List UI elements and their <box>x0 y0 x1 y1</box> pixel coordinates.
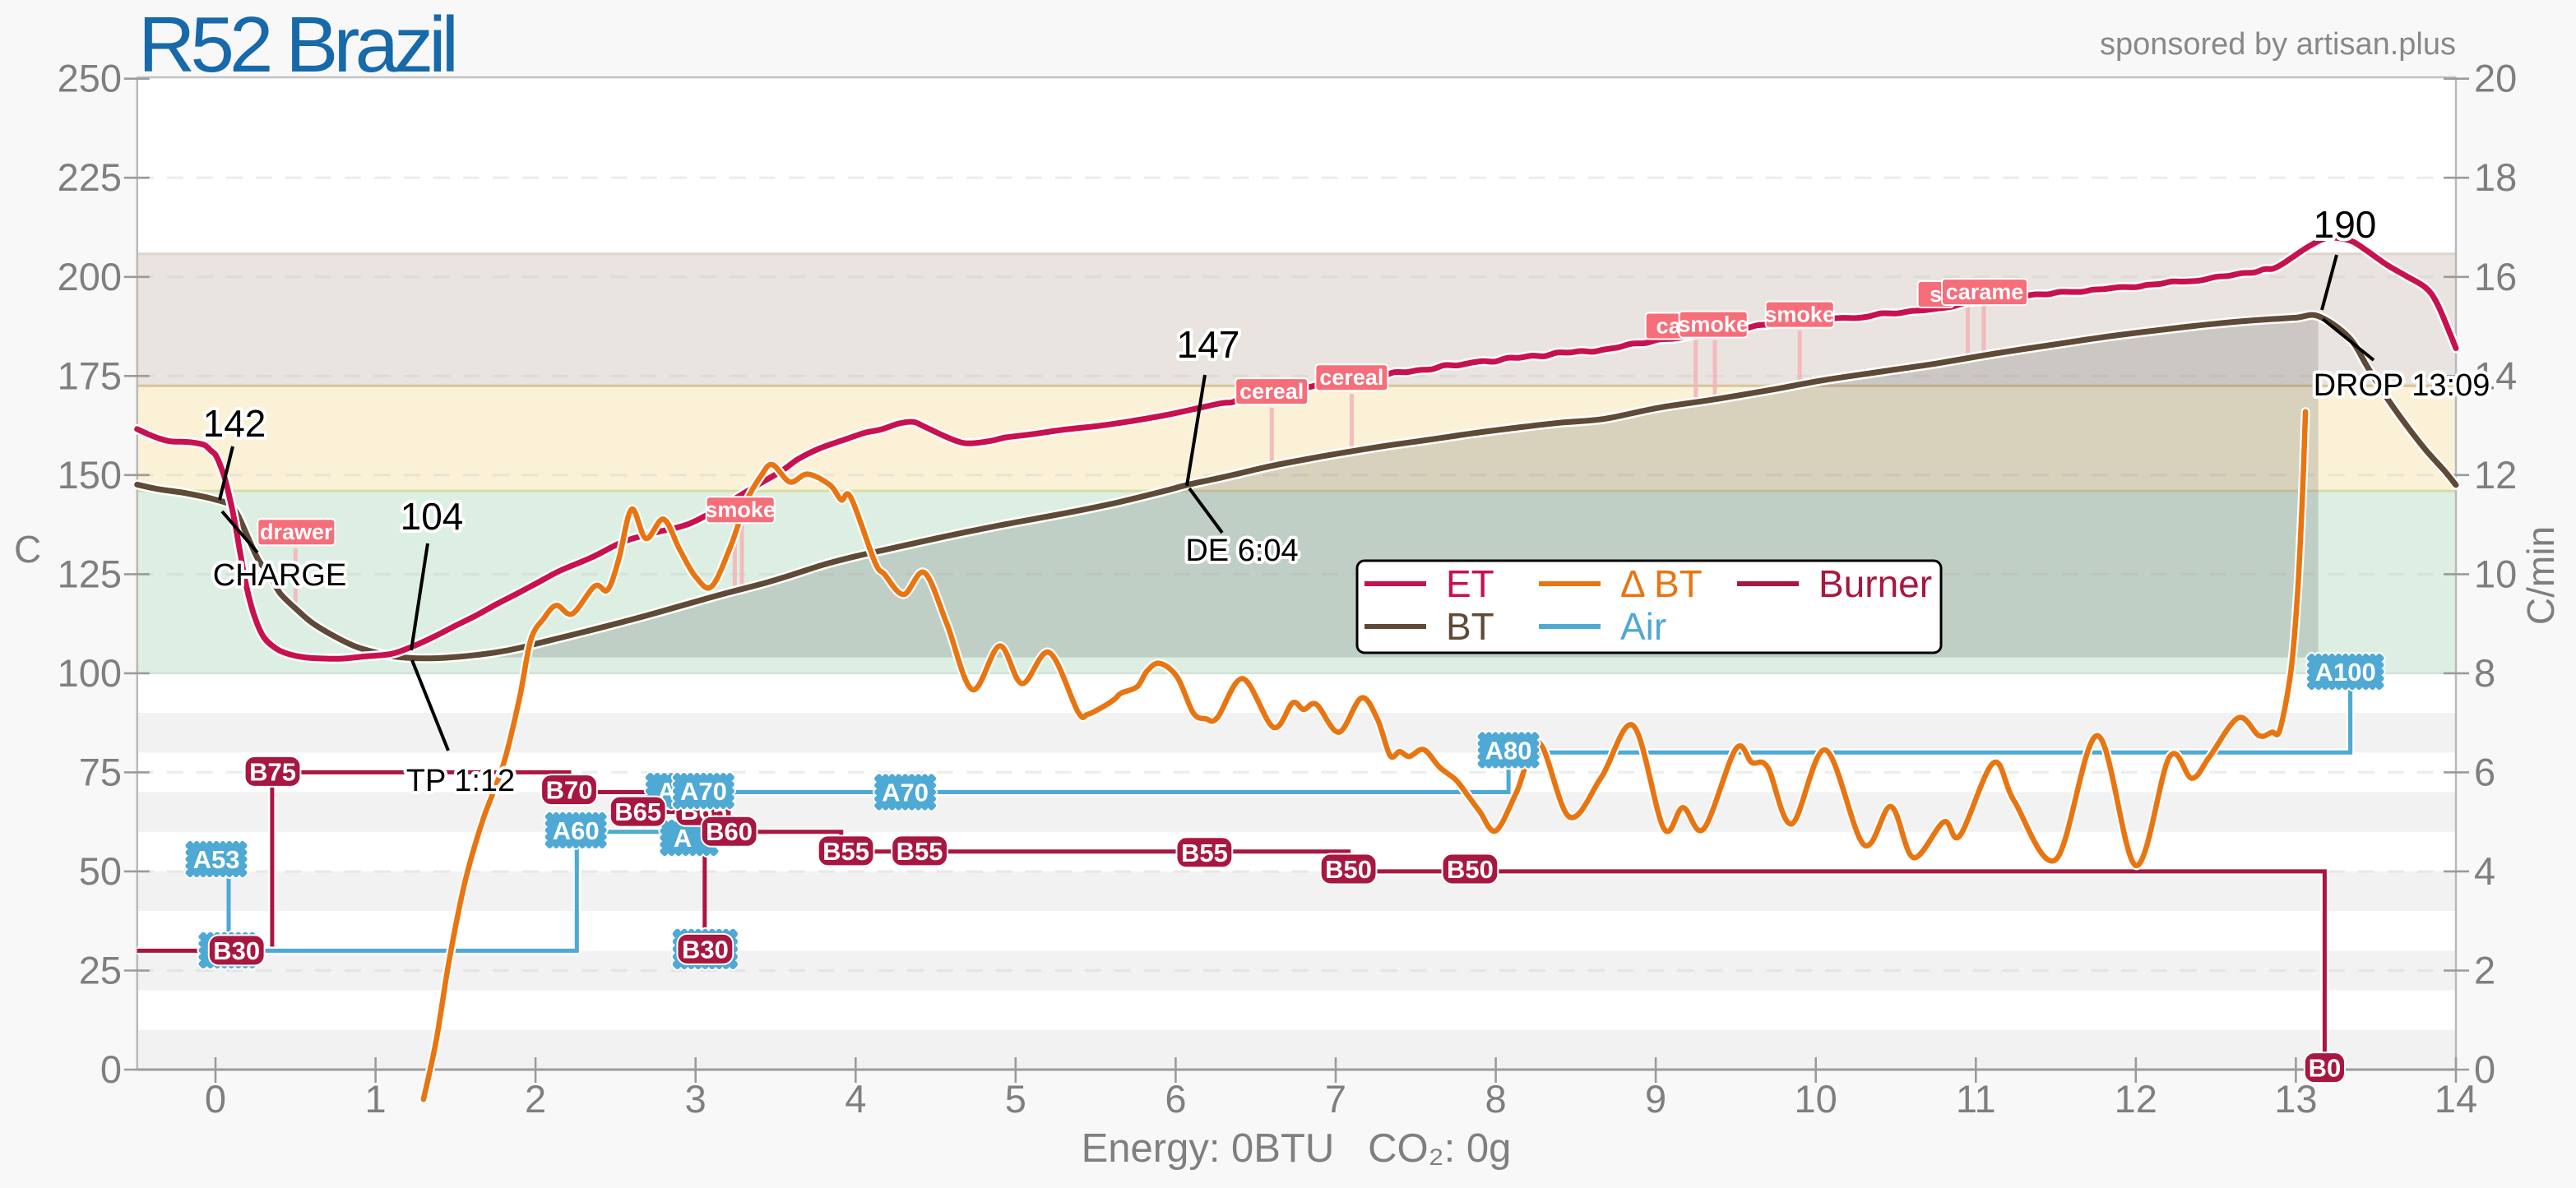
svg-text:cereal: cereal <box>1239 379 1304 404</box>
svg-text:25: 25 <box>79 949 122 992</box>
svg-text:A60: A60 <box>553 816 600 845</box>
svg-text:7: 7 <box>1325 1077 1346 1121</box>
svg-text:Air: Air <box>1620 605 1666 648</box>
svg-text:6: 6 <box>1165 1077 1186 1121</box>
svg-text:C/min: C/min <box>2519 526 2562 625</box>
svg-text:2: 2 <box>525 1077 546 1121</box>
svg-text:104: 104 <box>401 495 464 538</box>
svg-text:C: C <box>14 528 41 571</box>
svg-text:cereal: cereal <box>1319 365 1383 390</box>
svg-text:A: A <box>674 824 692 853</box>
svg-text:11: 11 <box>1956 1077 1996 1121</box>
svg-text:0: 0 <box>205 1077 226 1121</box>
svg-text:sponsored by artisan.plus: sponsored by artisan.plus <box>2100 27 2456 62</box>
svg-text:0: 0 <box>100 1047 122 1091</box>
svg-text:18: 18 <box>2474 155 2517 199</box>
svg-text:Energy: 0BTU CO₂: 0g: Energy: 0BTU CO₂: 0g <box>1082 1126 1512 1171</box>
svg-text:147: 147 <box>1177 323 1240 366</box>
svg-text:200: 200 <box>58 255 122 298</box>
svg-text:A80: A80 <box>1485 736 1532 765</box>
svg-text:A100: A100 <box>2315 658 2376 686</box>
svg-text:s: s <box>1930 282 1942 307</box>
svg-text:smoke: smoke <box>705 497 776 522</box>
svg-text:ca: ca <box>1656 314 1682 339</box>
svg-text:smoke: smoke <box>1764 303 1835 327</box>
svg-text:4: 4 <box>2474 849 2495 893</box>
svg-text:13: 13 <box>2274 1077 2317 1121</box>
svg-text:8: 8 <box>1485 1077 1507 1121</box>
svg-text:B75: B75 <box>249 757 296 786</box>
svg-text:BT: BT <box>1446 605 1494 648</box>
svg-text:drawer: drawer <box>260 520 333 544</box>
svg-text:carame: carame <box>1946 280 2024 304</box>
svg-text:12: 12 <box>2474 453 2517 497</box>
svg-text:100: 100 <box>58 651 122 695</box>
svg-text:TP 1:12: TP 1:12 <box>406 764 515 798</box>
svg-text:150: 150 <box>58 453 122 497</box>
svg-text:8: 8 <box>2474 651 2495 695</box>
svg-text:DROP 13:09: DROP 13:09 <box>2314 368 2490 403</box>
svg-text:9: 9 <box>1645 1077 1666 1121</box>
svg-text:1: 1 <box>365 1077 387 1121</box>
svg-text:DE 6:04: DE 6:04 <box>1185 534 1298 568</box>
svg-text:10: 10 <box>2474 552 2517 595</box>
svg-text:B30: B30 <box>213 936 260 965</box>
svg-text:B60: B60 <box>706 817 753 846</box>
svg-text:A53: A53 <box>193 845 240 874</box>
svg-text:B30: B30 <box>682 935 729 964</box>
svg-text:175: 175 <box>58 354 122 397</box>
svg-text:smoke: smoke <box>1678 312 1749 337</box>
svg-text:B70: B70 <box>546 776 593 805</box>
svg-text:B65: B65 <box>614 797 661 826</box>
svg-text:B0: B0 <box>2309 1054 2342 1083</box>
svg-text:75: 75 <box>79 750 122 793</box>
svg-text:12: 12 <box>2115 1077 2157 1121</box>
svg-text:190: 190 <box>2314 203 2377 246</box>
svg-text:10: 10 <box>1795 1077 1837 1121</box>
svg-text:B55: B55 <box>897 837 943 866</box>
svg-text:20: 20 <box>2474 57 2517 100</box>
svg-text:A70: A70 <box>882 779 929 807</box>
svg-text:0: 0 <box>2474 1047 2495 1091</box>
svg-text:3: 3 <box>685 1077 707 1121</box>
svg-text:14: 14 <box>2474 354 2517 397</box>
svg-text:125: 125 <box>58 552 122 595</box>
svg-text:Δ BT: Δ BT <box>1620 562 1703 605</box>
svg-text:14: 14 <box>2435 1077 2477 1121</box>
svg-text:R52 Brazil: R52 Brazil <box>138 1 459 89</box>
svg-text:50: 50 <box>79 849 122 893</box>
svg-text:2: 2 <box>2474 949 2495 992</box>
svg-text:16: 16 <box>2474 255 2517 298</box>
svg-text:5: 5 <box>1005 1077 1026 1121</box>
svg-text:142: 142 <box>203 402 266 445</box>
svg-text:6: 6 <box>2474 750 2495 793</box>
svg-text:225: 225 <box>58 155 122 199</box>
svg-text:B55: B55 <box>822 837 869 866</box>
svg-text:CHARGE: CHARGE <box>213 558 347 593</box>
svg-text:B50: B50 <box>1325 855 1372 884</box>
svg-text:ET: ET <box>1446 562 1494 605</box>
svg-text:Burner: Burner <box>1818 562 1932 605</box>
svg-text:A70: A70 <box>680 777 727 806</box>
svg-text:B55: B55 <box>1181 839 1228 867</box>
svg-text:250: 250 <box>58 57 122 100</box>
svg-text:4: 4 <box>845 1077 866 1121</box>
svg-text:B50: B50 <box>1447 855 1494 884</box>
